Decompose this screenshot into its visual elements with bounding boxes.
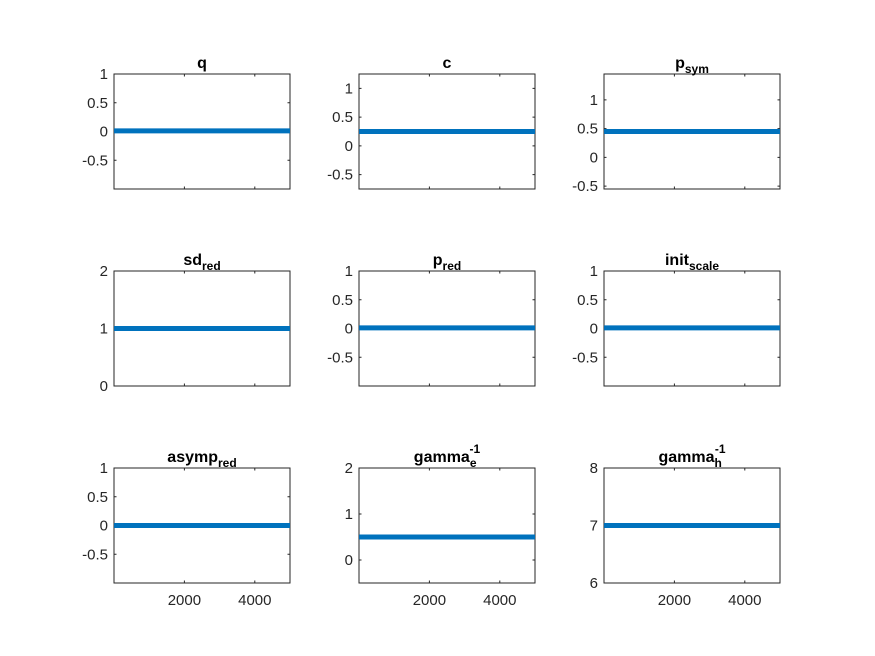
- y-tick-label: 1: [345, 80, 353, 97]
- axes-box: [358, 467, 536, 584]
- y-tick-label: 0: [345, 552, 353, 569]
- y-tick-label: 0: [100, 378, 108, 395]
- y-tick-label: 0: [590, 149, 598, 166]
- x-tick-label: 4000: [238, 592, 271, 609]
- y-tick-label: 0.5: [332, 292, 353, 309]
- subplot-title-subscript: red: [202, 259, 221, 273]
- subplot-title-subscript: sym: [685, 62, 709, 76]
- x-tick-label: 4000: [728, 592, 761, 609]
- y-tick-label: 1: [100, 321, 108, 338]
- subplot-title-superscript: -1: [470, 442, 481, 456]
- subplot-title-subscript: red: [218, 456, 237, 470]
- y-tick-label: 0: [345, 138, 353, 155]
- y-tick-label: 1: [590, 263, 598, 280]
- subplot-title: pred: [433, 252, 461, 273]
- subplot-title: asympred: [167, 449, 236, 470]
- y-tick-label: 1: [100, 460, 108, 477]
- subplot-title: initscale: [665, 252, 719, 273]
- subplot-title: sdred: [183, 252, 220, 273]
- y-tick-label: 2: [345, 460, 353, 477]
- y-tick-label: 0: [100, 124, 108, 141]
- subplot-title-subscript: e: [470, 456, 477, 470]
- subplot-8: 0 1 2 2000 4000 gammae-1: [345, 442, 536, 609]
- y-tick-label: -0.5: [572, 349, 598, 366]
- y-tick-label: 0: [590, 321, 598, 338]
- y-tick-label: 0: [345, 321, 353, 338]
- subplot-title: q: [197, 55, 207, 72]
- y-tick-label: 1: [590, 92, 598, 109]
- y-tick-label: 6: [590, 575, 598, 592]
- subplot-title: c: [443, 55, 452, 72]
- y-tick-label: -0.5: [327, 349, 353, 366]
- y-tick-label: 8: [590, 460, 598, 477]
- y-tick-label: 2: [100, 263, 108, 280]
- y-tick-label: 0.5: [577, 121, 598, 138]
- y-tick-label: 1: [345, 506, 353, 523]
- subplot-title-superscript: -1: [715, 442, 726, 456]
- y-tick-label: 0.5: [577, 292, 598, 309]
- y-tick-label: -0.5: [82, 546, 108, 563]
- subplot-title-subscript: scale: [689, 259, 719, 273]
- x-tick-label: 2000: [658, 592, 691, 609]
- y-tick-label: 0.5: [332, 109, 353, 126]
- y-tick-label: 0.5: [87, 95, 108, 112]
- y-tick-label: -0.5: [572, 178, 598, 195]
- y-tick-label: 7: [590, 518, 598, 535]
- x-tick-label: 2000: [413, 592, 446, 609]
- y-tick-label: -0.5: [327, 167, 353, 184]
- subplot-1: -0.5 0 0.5 1 q: [82, 55, 291, 190]
- subplot-2: -0.5 0 0.5 1 c: [327, 55, 536, 190]
- subplot-title: psym: [675, 55, 709, 76]
- subplot-4: 0 1 2 sdred: [100, 252, 291, 395]
- subplot-6: -0.5 0 0.5 1 initscale: [572, 252, 781, 387]
- x-tick-label: 2000: [168, 592, 201, 609]
- y-tick-label: -0.5: [82, 152, 108, 169]
- y-tick-label: 1: [345, 263, 353, 280]
- x-tick-label: 4000: [483, 592, 516, 609]
- subplot-9: 6 7 8 2000 4000 gammah-1: [590, 442, 781, 609]
- subplot-5: -0.5 0 0.5 1 pred: [327, 252, 536, 387]
- subplot-3: -0.5 0 0.5 1 psym: [572, 55, 781, 195]
- subplot-title: gammae-1: [414, 442, 481, 470]
- subplot-title: gammah-1: [658, 442, 725, 470]
- y-tick-label: 0.5: [87, 489, 108, 506]
- y-tick-label: 0: [100, 518, 108, 535]
- subplot-title-subscript: red: [443, 259, 462, 273]
- subplot-7: -0.5 0 0.5 1 2000 4000 asympred: [82, 449, 291, 609]
- y-tick-label: 1: [100, 66, 108, 83]
- subplot-title-subscript: h: [715, 456, 722, 470]
